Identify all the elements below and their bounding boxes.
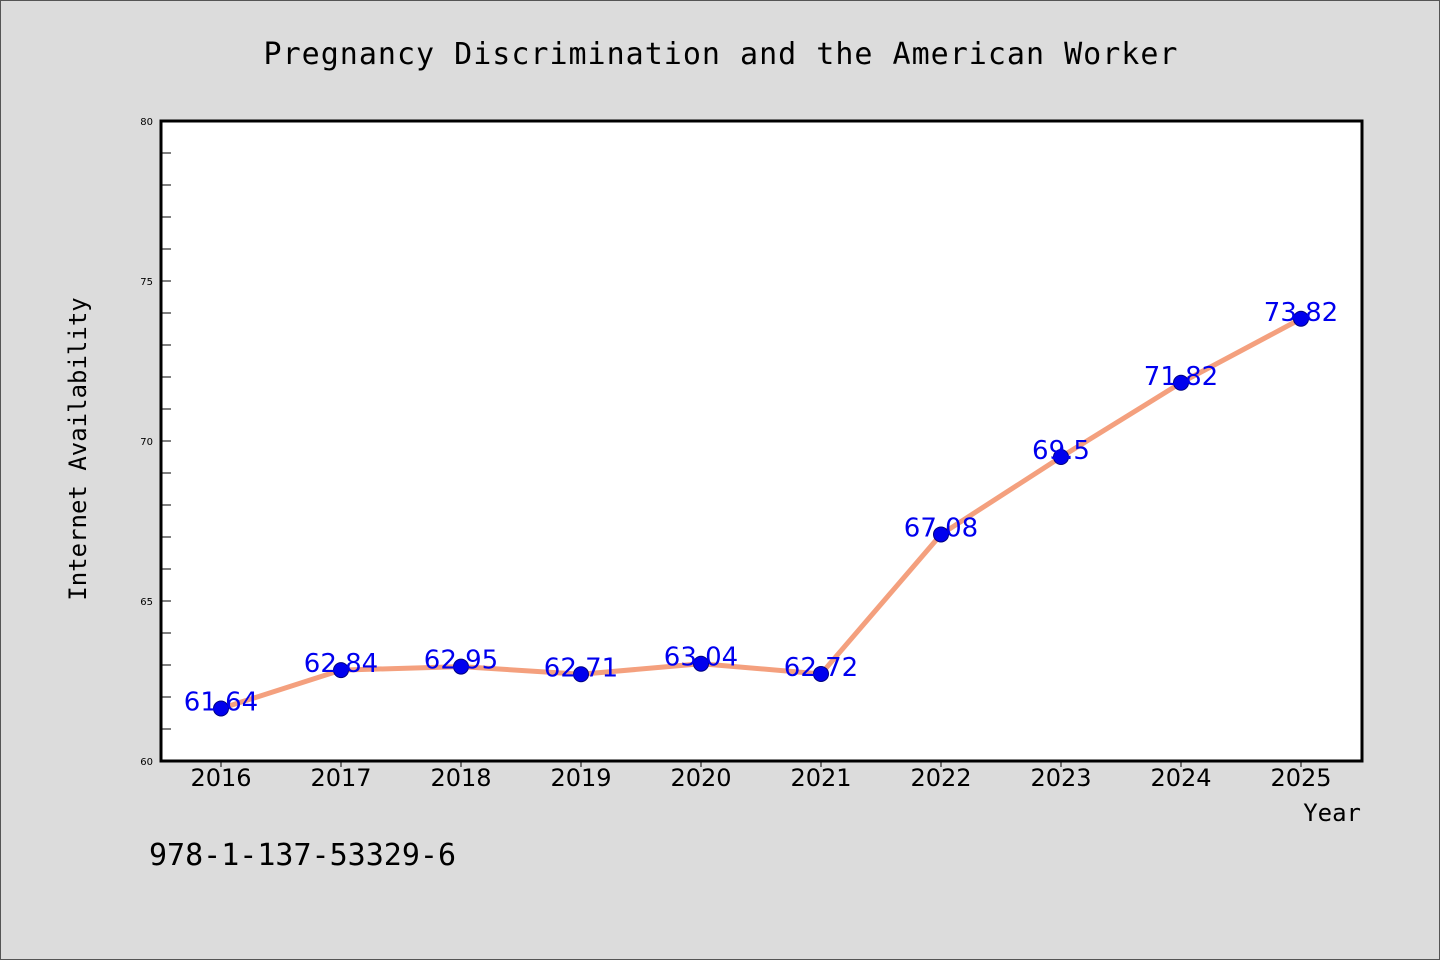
x-axis-label: Year — [1303, 799, 1361, 827]
data-point-marker — [333, 662, 349, 679]
data-point-marker — [213, 700, 229, 717]
data-label: 73.82 — [1264, 298, 1338, 328]
data-point-marker — [933, 526, 949, 543]
y-tick-label: 65 — [140, 597, 153, 608]
data-label: 61.64 — [184, 688, 258, 718]
chart-title: Pregnancy Discrimination and the America… — [264, 37, 1179, 72]
y-axis-label: Internet Availability — [64, 297, 92, 600]
data-point-marker — [1293, 310, 1309, 327]
x-tick-label: 2017 — [310, 764, 371, 792]
x-tick-label: 2021 — [790, 764, 851, 792]
x-tick-label: 2022 — [910, 764, 971, 792]
data-point-marker — [1053, 449, 1069, 465]
data-point-marker — [693, 655, 709, 672]
data-label: 67.08 — [904, 513, 978, 543]
isbn-footer: 978-1-137-53329-6 — [149, 838, 456, 873]
y-tick-label: 70 — [140, 437, 153, 448]
x-tick-label: 2025 — [1270, 764, 1331, 792]
data-point-marker — [453, 658, 469, 675]
y-minor-ticks — [161, 152, 171, 730]
series-line — [218, 316, 1304, 712]
data-label: 71.82 — [1144, 362, 1218, 392]
x-tick-label: 2018 — [430, 764, 491, 792]
data-label: 63.04 — [664, 643, 738, 673]
data-labels: 61.64 62.84 62.95 62.71 63.04 62.72 67.08 69.5 7… — [184, 298, 1338, 718]
series-markers — [213, 310, 1309, 717]
data-point-marker — [573, 666, 589, 683]
data-label: 62.84 — [304, 649, 378, 679]
y-axis-ticks: 60 65 70 75 80 — [140, 117, 171, 768]
y-tick-label: 75 — [140, 277, 153, 288]
x-axis-ticks: 2016 2017 2018 2019 2020 2021 2022 2023 2024 2025 — [190, 761, 1332, 792]
x-tick-label: 2023 — [1030, 764, 1091, 792]
data-point-marker — [813, 665, 829, 682]
x-tick-label: 2024 — [1150, 764, 1211, 792]
data-point-marker — [1173, 374, 1189, 391]
x-tick-label: 2019 — [550, 764, 611, 792]
data-label: 62.95 — [424, 646, 498, 676]
data-label: 62.71 — [544, 653, 618, 683]
x-tick-label: 2020 — [670, 764, 731, 792]
data-label: 69.5 — [1032, 436, 1090, 466]
y-tick-label: 80 — [140, 117, 153, 128]
data-label: 62.72 — [784, 653, 858, 683]
plot-area — [159, 119, 1364, 763]
x-tick-label: 2016 — [190, 764, 251, 792]
y-tick-label: 60 — [140, 757, 153, 768]
